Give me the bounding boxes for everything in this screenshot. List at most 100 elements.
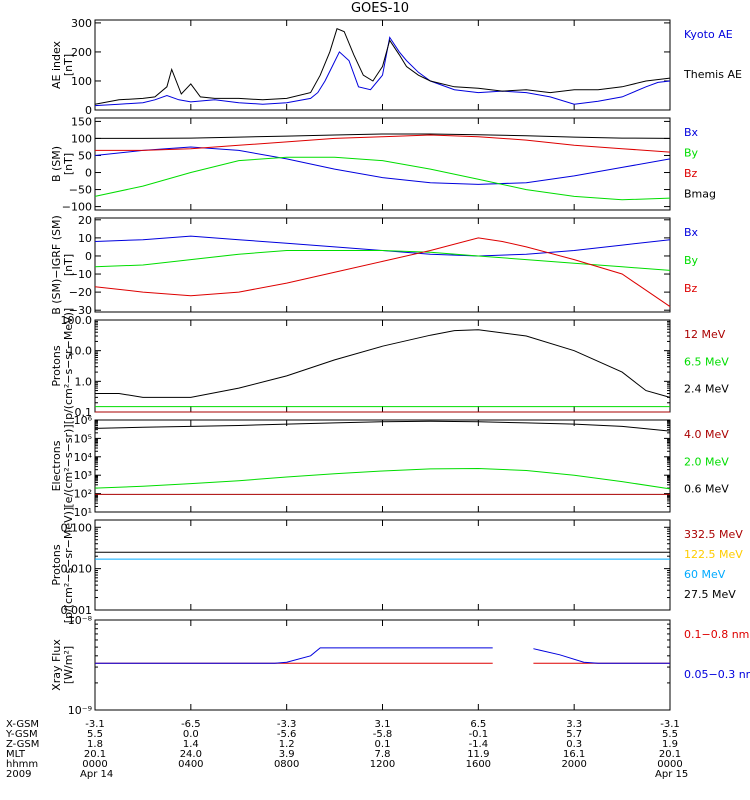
series-line-bmag (95, 133, 671, 139)
orbit-row-label: hhmm (6, 759, 38, 770)
y-tick-label: 100.0 (61, 314, 93, 327)
orbit-cell: -3.3 (277, 719, 297, 730)
y-tick-label: 200 (71, 46, 92, 59)
legend-entry: 12 MeV (684, 328, 726, 341)
series-line-themis-ae (94, 28, 671, 105)
panel-xray: 10⁻⁹ 10⁻⁸ Xray Flux[W/m²] 0.1−0.8 nm 0.05−0.… (50, 614, 750, 717)
legend-entry: Bx (684, 126, 699, 139)
y-tick-label: −20 (69, 286, 92, 299)
orbit-cell: 1.2 (279, 739, 295, 750)
y-tick-label: 0.1 (75, 406, 93, 419)
y-tick-label: 10 (78, 232, 92, 245)
y-axis-label: Electrons[e/(cm²−s−sr)] (50, 424, 75, 507)
panel-electrons: 10¹ 10² 10³ 10⁴ 10⁵ 10⁶Electrons[e/(cm²−s−sr)… (50, 414, 729, 519)
panel-frame (94, 519, 671, 611)
series-line-bx (94, 235, 671, 257)
orbit-cell: 6.5 (470, 719, 486, 730)
orbit-cell: 5.5 (87, 729, 103, 740)
orbit-cell: -1.4 (469, 739, 489, 750)
series-line-0-6-mev (94, 420, 671, 432)
legend-entry: 6.5 MeV (684, 355, 729, 368)
orbit-cell: -5.8 (373, 729, 393, 740)
series-line-bz (94, 237, 671, 308)
series-line-2-0-mev (94, 467, 671, 490)
legend-entry: 4.0 MeV (684, 428, 729, 441)
y-tick-label: 300 (71, 17, 92, 30)
orbit-cell: 7.8 (375, 749, 391, 760)
y-axis-label: Xray Flux[W/m²] (50, 639, 75, 691)
y-axis-label: Protons[p/(cm²−s−sr−MeV)] (50, 507, 75, 623)
legend-entry: 60 MeV (684, 568, 726, 581)
orbit-cell: 20.1 (659, 749, 681, 760)
y-tick-label: 10² (74, 488, 92, 501)
orbit-cell: 1.9 (662, 739, 678, 750)
panel-b_sm: −100 −50 0 50 100 150 B (SM)[nT] Bx By Bz Bmag (50, 115, 716, 213)
legend-entry: 0.1−0.8 nm (684, 628, 749, 641)
legend-entry: By (684, 254, 699, 267)
legend-entry: Bx (684, 226, 699, 239)
y-tick-label: 10⁻⁹ (68, 704, 92, 717)
y-axis-label: B (SM)−IGRF (SM)[nT] (50, 215, 75, 315)
panel-protons_low: 0.1 1.0 10.0 100.0Protons[p/(cm²−s−sr−MeV)]… (50, 308, 729, 424)
legend-entry: 332.5 MeV (684, 528, 743, 541)
orbit-cell: 16.1 (563, 749, 585, 760)
panel-protons_high: 0.001 0.010 0.100Protons[p/(cm²−s−sr−MeV)]… (50, 507, 743, 623)
series-line-bx (94, 146, 671, 185)
orbit-table: X-GSMY-GSMZ-GSMMLThhmm2009-3.15.51.820.1… (5, 719, 688, 780)
y-tick-label: 0 (85, 250, 92, 263)
orbit-cell: Apr 15 (655, 769, 688, 780)
legend-entry: 27.5 MeV (684, 588, 736, 601)
legend-entry: Kyoto AE (684, 28, 733, 41)
y-tick-label: 0 (85, 104, 92, 117)
y-tick-label: 10⁶ (74, 414, 93, 427)
y-tick-label: 0.010 (61, 563, 93, 576)
orbit-cell: 20.1 (84, 749, 106, 760)
panel-frame (94, 217, 671, 313)
orbit-row-label: MLT (6, 749, 26, 760)
legend-entry: 122.5 MeV (684, 548, 743, 561)
y-tick-label: 10⁻⁸ (68, 614, 93, 627)
orbit-cell: 1200 (370, 759, 395, 770)
orbit-cell: 0400 (178, 759, 203, 770)
orbit-cell: 3.9 (279, 749, 295, 760)
figure-title: GOES-10 (351, 1, 409, 16)
panel-frame (94, 319, 671, 413)
orbit-cell: 24.0 (180, 749, 202, 760)
orbit-cell: 0.3 (566, 739, 582, 750)
y-axis-label: Protons[p/(cm²−s−sr−MeV)] (50, 308, 75, 424)
y-tick-label: 10.0 (68, 345, 93, 358)
orbit-cell: -3.1 (85, 719, 105, 730)
orbit-row-label: 2009 (6, 769, 31, 780)
series-line-by (94, 156, 671, 201)
orbit-cell: 1600 (466, 759, 491, 770)
series-line-bz (95, 134, 671, 153)
y-tick-label: 0.001 (61, 604, 93, 617)
y-tick-label: 100 (71, 75, 92, 88)
legend-entry: 0.6 MeV (684, 483, 729, 496)
y-tick-label: −10 (69, 268, 92, 281)
panel-b_minus_igrf: −30 −20 −10 0 10 20B (SM)−IGRF (SM)[nT] Bx By Bz (50, 214, 699, 317)
orbit-cell: 3.3 (566, 719, 582, 730)
orbit-row-label: Z-GSM (6, 739, 39, 750)
orbit-cell: 1.4 (183, 739, 199, 750)
y-tick-label: −50 (69, 184, 92, 197)
legend-entry: Bz (684, 282, 698, 295)
orbit-cell: 0.0 (183, 729, 199, 740)
legend-entry: 2.0 MeV (684, 455, 729, 468)
y-tick-label: 0 (85, 167, 92, 180)
y-tick-label: 1.0 (75, 375, 93, 388)
y-tick-label: 50 (78, 149, 92, 162)
orbit-cell: Apr 14 (80, 769, 113, 780)
orbit-cell: 5.5 (662, 729, 678, 740)
orbit-cell: -0.1 (469, 729, 489, 740)
series-line-by (94, 250, 671, 271)
y-tick-label: 20 (78, 214, 92, 227)
panel-ae: 0 100 200 300 AE index[nT] Kyoto AE Themis AE (50, 17, 742, 117)
orbit-row-label: X-GSM (6, 719, 39, 730)
y-tick-label: 150 (71, 115, 92, 128)
orbit-cell: 0800 (274, 759, 299, 770)
y-tick-label: 10¹ (74, 506, 92, 519)
orbit-cell: 0.1 (375, 739, 391, 750)
